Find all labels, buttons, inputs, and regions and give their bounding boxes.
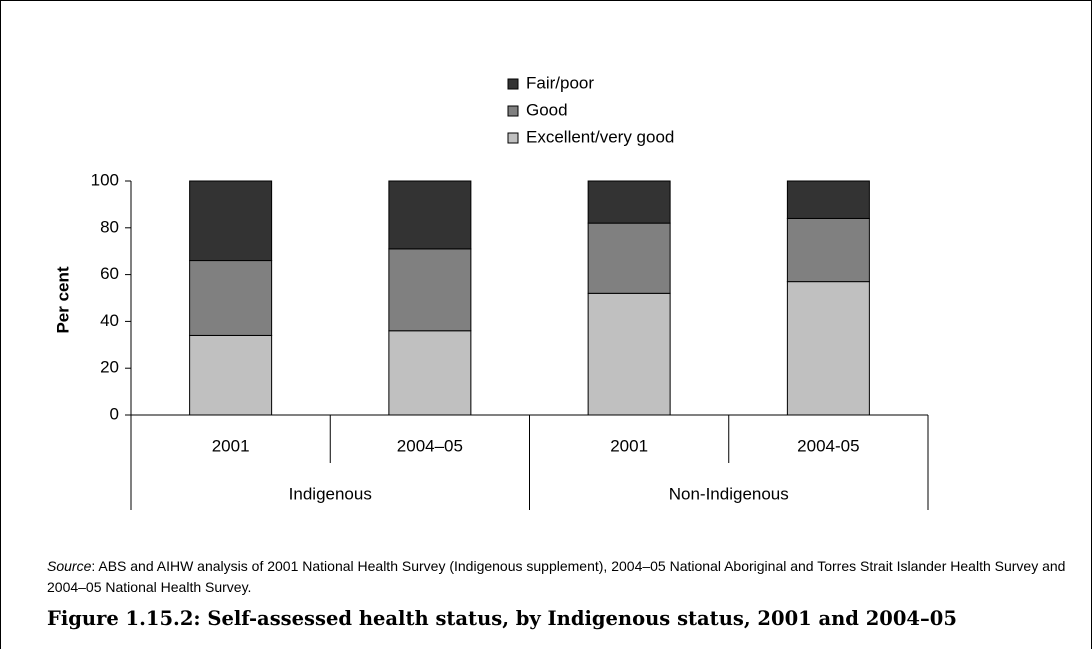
source-text: : ABS and AIHW analysis of 2001 National… xyxy=(47,558,1066,595)
x-tick-label-1: 2001 xyxy=(212,436,250,455)
source-note: Source: ABS and AIHW analysis of 2001 Na… xyxy=(47,556,1077,598)
legend-swatch-3 xyxy=(507,132,519,144)
legend-swatch-2 xyxy=(507,105,519,117)
legend-label-3: Excellent/very good xyxy=(526,127,674,146)
bar-segment-3-2 xyxy=(388,180,472,250)
legend-label-1: Fair/poor xyxy=(526,73,594,92)
bar-segment-1-3 xyxy=(587,292,671,416)
bar-segment-3-3 xyxy=(587,180,671,224)
y-tick-label-5: 100 xyxy=(91,170,119,189)
y-tick-label-0: 0 xyxy=(110,404,119,423)
bar-segment-1-2 xyxy=(388,330,472,416)
bar-segment-1-1 xyxy=(189,334,273,416)
legend-swatch-1 xyxy=(507,78,519,90)
x-tick-label-2: 2004–05 xyxy=(397,436,463,455)
source-label: Source xyxy=(47,558,92,574)
y-tick-label-4: 80 xyxy=(100,217,119,236)
axes-layer: 0 20 40 60 80 100 2001 2004–05 2001 2004-05 Indige… xyxy=(91,170,929,510)
figure-caption: Figure 1.15.2: Self-assessed health stat… xyxy=(47,607,957,630)
x-group-label-2: Non-Indigenous xyxy=(669,484,789,503)
y-tick-label-2: 40 xyxy=(100,311,119,330)
y-tick-label-1: 20 xyxy=(100,358,119,377)
bar-segment-3-1 xyxy=(189,180,273,262)
y-axis-label: Per cent xyxy=(53,266,72,333)
bar-segment-3-4 xyxy=(786,180,870,219)
legend-label-2: Good xyxy=(526,100,568,119)
x-tick-label-4: 2004-05 xyxy=(797,436,859,455)
legend: Fair/poor Good Excellent/very good xyxy=(507,73,674,146)
bar-segment-2-3 xyxy=(587,222,671,294)
bar-segment-2-2 xyxy=(388,248,472,332)
bar-segment-2-4 xyxy=(786,217,870,283)
y-tick-label-3: 60 xyxy=(100,264,119,283)
bar-segment-2-1 xyxy=(189,260,273,336)
x-group-label-1: Indigenous xyxy=(289,484,372,503)
bars-layer xyxy=(189,180,870,416)
x-tick-label-3: 2001 xyxy=(610,436,648,455)
bar-segment-1-4 xyxy=(786,281,870,416)
